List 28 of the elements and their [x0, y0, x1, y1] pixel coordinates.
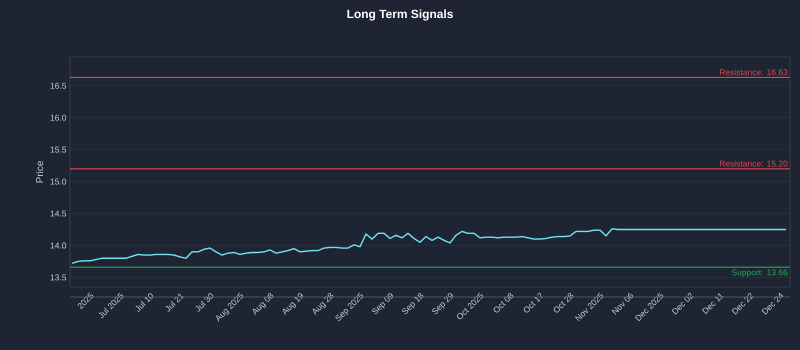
chart-title: Long Term Signals — [347, 9, 453, 21]
x-tick-label: Jul 10 — [135, 293, 154, 312]
ref-line-label: Resistance: 16.63 — [720, 69, 788, 76]
x-tick-label: Oct 28 — [554, 292, 574, 312]
y-tick-label: 15.0 — [50, 178, 66, 185]
x-tick-label: Dec 22 — [732, 292, 754, 315]
x-tick-label: Sep 18 — [402, 292, 424, 314]
x-tick-label: Nov 06 — [612, 292, 634, 315]
y-axis-title: Price — [36, 161, 44, 183]
ref-line-label: Resistance: 15.20 — [720, 160, 788, 167]
x-tick-label: Dec 02 — [672, 292, 694, 315]
x-tick-label: Sep 29 — [432, 293, 454, 314]
x-tick-label: Aug 19 — [282, 293, 304, 316]
x-tick-label: Oct 08 — [494, 292, 514, 312]
x-tick-label: Dec 24 — [762, 292, 784, 315]
y-tick-label: 13.5 — [50, 274, 66, 280]
x-tick-label: Jul 30 — [195, 293, 214, 312]
x-tick-label: Sep 09 — [372, 293, 394, 314]
ref-line-label: Support: 13.66 — [732, 269, 788, 278]
y-tick-label: 16.5 — [50, 82, 66, 89]
y-tick-label: 14.0 — [50, 242, 66, 248]
y-tick-label: 14.5 — [50, 210, 66, 216]
y-tick-label: 16.0 — [50, 114, 66, 121]
x-tick-label: Dec 11 — [702, 293, 724, 314]
x-tick-label: Oct 17 — [524, 292, 542, 312]
x-tick-label: Jul 21 — [165, 294, 184, 312]
y-tick-label: 15.5 — [50, 146, 66, 153]
x-tick-label: Aug 28 — [312, 292, 334, 316]
